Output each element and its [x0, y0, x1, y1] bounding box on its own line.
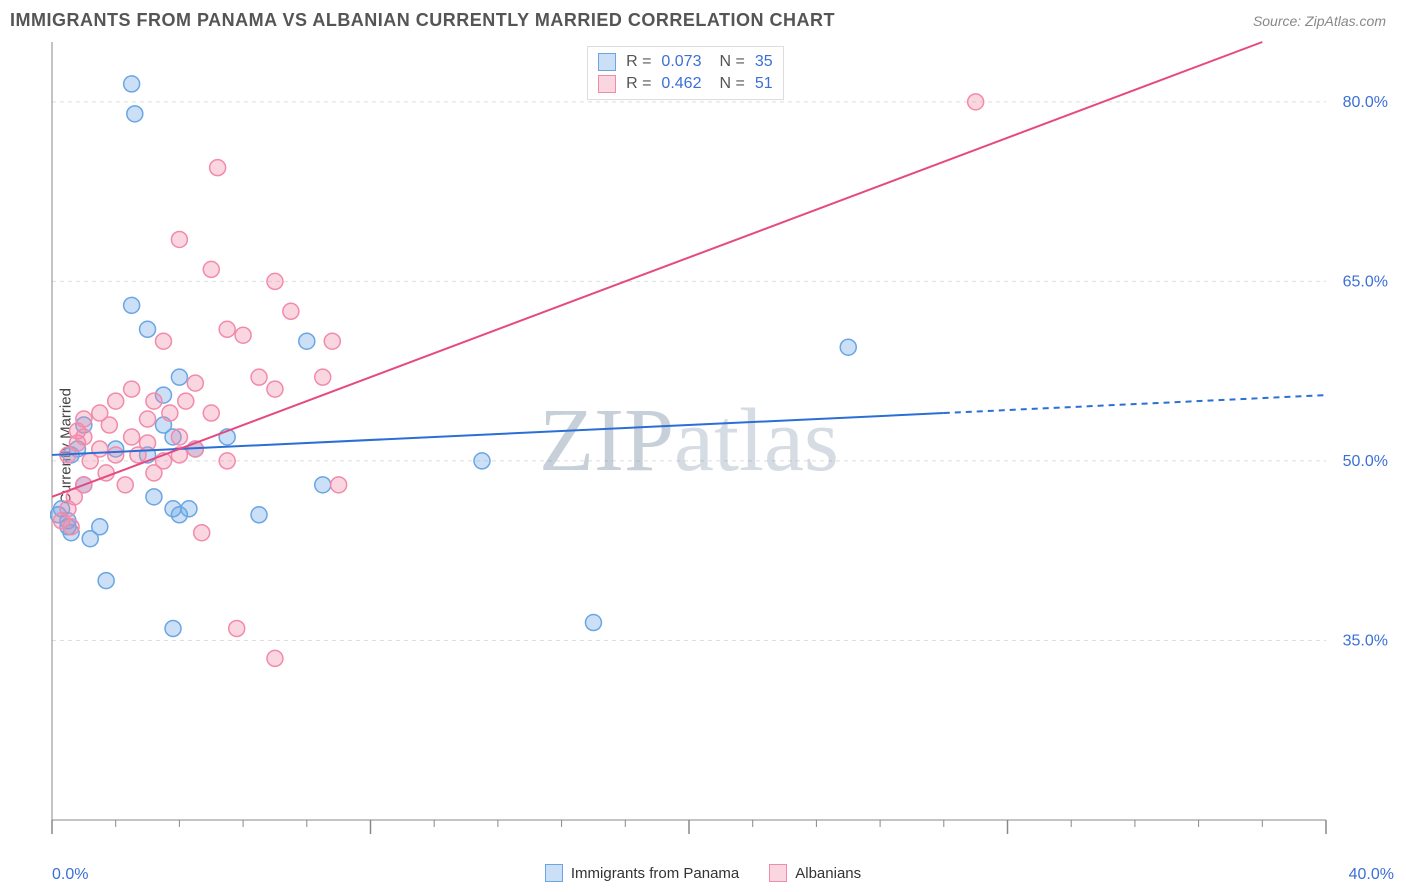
bottom-legend: Immigrants from Panama Albanians: [0, 864, 1406, 882]
data-point: [968, 94, 984, 110]
regression-line-extrap: [944, 395, 1326, 413]
data-point: [108, 393, 124, 409]
data-point: [140, 411, 156, 427]
data-point: [171, 369, 187, 385]
legend-item: Albanians: [769, 864, 861, 882]
page-title: IMMIGRANTS FROM PANAMA VS ALBANIAN CURRE…: [10, 10, 835, 31]
data-point: [219, 321, 235, 337]
data-point: [840, 339, 856, 355]
data-point: [229, 620, 245, 636]
data-point: [124, 381, 140, 397]
legend-swatch: [598, 75, 616, 93]
r-label: R =: [626, 53, 651, 71]
r-label: R =: [626, 75, 651, 93]
correlation-legend: R = 0.073 N = 35 R = 0.462 N = 51: [587, 46, 784, 100]
n-label: N =: [719, 53, 744, 71]
legend-swatch: [545, 864, 563, 882]
data-point: [203, 405, 219, 421]
data-point: [155, 333, 171, 349]
data-point: [165, 620, 181, 636]
legend-swatch: [598, 53, 616, 71]
data-point: [203, 261, 219, 277]
data-point: [146, 393, 162, 409]
data-point: [315, 369, 331, 385]
data-point: [187, 375, 203, 391]
data-point: [92, 441, 108, 457]
legend-swatch: [769, 864, 787, 882]
legend-label: Immigrants from Panama: [571, 865, 739, 882]
data-point: [98, 573, 114, 589]
n-label: N =: [719, 75, 744, 93]
y-tick-label: 35.0%: [1343, 632, 1388, 649]
data-point: [267, 381, 283, 397]
data-point: [219, 453, 235, 469]
data-point: [127, 106, 143, 122]
data-point: [474, 453, 490, 469]
r-value: 0.073: [661, 53, 701, 71]
scatter-chart: 35.0% 50.0% 65.0% 80.0% ZIPatlas: [50, 40, 1396, 842]
legend-label: Albanians: [795, 865, 861, 882]
data-point: [251, 369, 267, 385]
data-point: [63, 519, 79, 535]
data-point: [171, 231, 187, 247]
data-point: [101, 417, 117, 433]
data-point: [181, 501, 197, 517]
y-tick-label: 50.0%: [1343, 453, 1388, 470]
data-point: [76, 411, 92, 427]
data-point: [92, 519, 108, 535]
data-point: [124, 297, 140, 313]
data-point: [331, 477, 347, 493]
source-label: Source: ZipAtlas.com: [1253, 13, 1386, 29]
data-point: [178, 393, 194, 409]
data-point: [76, 429, 92, 445]
data-point: [324, 333, 340, 349]
data-point: [108, 447, 124, 463]
legend-row: R = 0.073 N = 35: [598, 51, 773, 73]
data-point: [210, 160, 226, 176]
chart-area: 35.0% 50.0% 65.0% 80.0% ZIPatlas: [50, 40, 1396, 842]
data-point: [267, 650, 283, 666]
data-point: [315, 477, 331, 493]
data-point: [140, 321, 156, 337]
data-point: [251, 507, 267, 523]
legend-item: Immigrants from Panama: [545, 864, 739, 882]
data-point: [124, 429, 140, 445]
data-point: [267, 273, 283, 289]
data-point: [124, 76, 140, 92]
data-point: [171, 429, 187, 445]
n-value: 51: [755, 75, 773, 93]
watermark: ZIPatlas: [539, 391, 839, 490]
data-point: [235, 327, 251, 343]
data-point: [585, 615, 601, 631]
legend-row: R = 0.462 N = 51: [598, 73, 773, 95]
y-tick-label: 80.0%: [1343, 94, 1388, 111]
data-point: [162, 405, 178, 421]
data-point: [283, 303, 299, 319]
n-value: 35: [755, 53, 773, 71]
r-value: 0.462: [661, 75, 701, 93]
data-point: [140, 435, 156, 451]
data-point: [146, 489, 162, 505]
y-tick-label: 65.0%: [1343, 273, 1388, 290]
data-point: [194, 525, 210, 541]
data-point: [299, 333, 315, 349]
data-point: [117, 477, 133, 493]
